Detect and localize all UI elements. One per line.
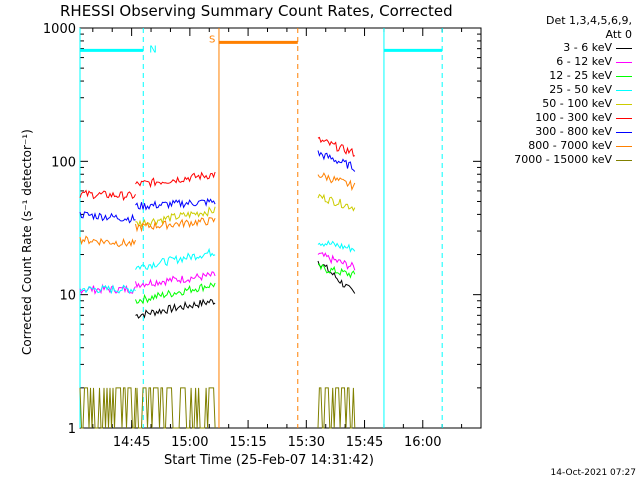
series-line [135,271,216,289]
legend-entry: 300 - 800 keV [535,125,612,138]
legend-entry: 25 - 50 keV [549,83,612,96]
x-tick-label: 15:45 [346,435,383,450]
series-line [135,206,216,228]
y-tick-label: 1 [68,422,76,437]
series-line [79,211,136,224]
series-line [317,252,356,271]
legend-entry: 50 - 100 keV [542,97,612,110]
series-line [135,171,216,189]
annotation-label: S [209,34,215,45]
series-line [135,247,216,270]
x-axis-label: Start Time (25-Feb-07 14:31:42) [164,453,374,468]
legend-swatch [616,146,632,147]
series-line [317,263,356,279]
legend-swatch [616,48,632,49]
series-line [80,284,136,295]
legend-swatch [616,76,632,77]
series-line [317,260,356,294]
legend-swatch [616,160,632,161]
legend-swatch [616,90,632,91]
generation-timestamp: 14-Oct-2021 07:27 [550,468,636,478]
annotation-label: N [149,44,156,55]
legend-swatch [616,132,632,133]
series-line [135,197,216,211]
attenuator-state: Att 0 [605,28,632,41]
legend-entry: 12 - 25 keV [549,69,612,82]
y-tick-label: 100 [51,155,76,170]
legend-entry: 100 - 300 keV [535,111,612,124]
legend-swatch [616,118,632,119]
y-tick-label: 1000 [43,22,76,37]
series-line [317,172,356,192]
x-tick-label: 15:15 [229,435,266,450]
series-line [135,387,216,429]
series-line [79,387,136,429]
series-line [317,150,356,172]
y-tick-label: 10 [59,289,76,304]
detector-list: Det 1,3,4,5,6,9, [545,14,632,27]
legend-entry: 3 - 6 keV [563,41,612,54]
x-tick-label: 15:00 [171,435,208,450]
y-axis-label: Corrected Count Rate (s⁻¹ detector⁻¹) [20,129,34,355]
legend-entry: 800 - 7000 keV [528,139,612,152]
x-tick-label: 16:00 [404,435,441,450]
series-line [79,235,136,248]
series-line [317,387,356,429]
plot-frame [79,27,482,429]
legend-entry: 6 - 12 keV [556,55,612,68]
chart-title: RHESSI Observing Summary Count Rates, Co… [60,2,453,20]
series-line [135,282,216,305]
series-line [317,239,356,253]
series-line [135,298,216,319]
series-line [135,217,216,233]
x-tick-label: 15:30 [288,435,325,450]
legend-swatch [616,104,632,105]
series-line [317,193,356,212]
series-line [79,189,136,202]
legend-entry: 7000 - 15000 keV [514,153,612,166]
legend-swatch [616,62,632,63]
series-line [317,136,355,157]
x-tick-label: 14:45 [113,435,150,450]
